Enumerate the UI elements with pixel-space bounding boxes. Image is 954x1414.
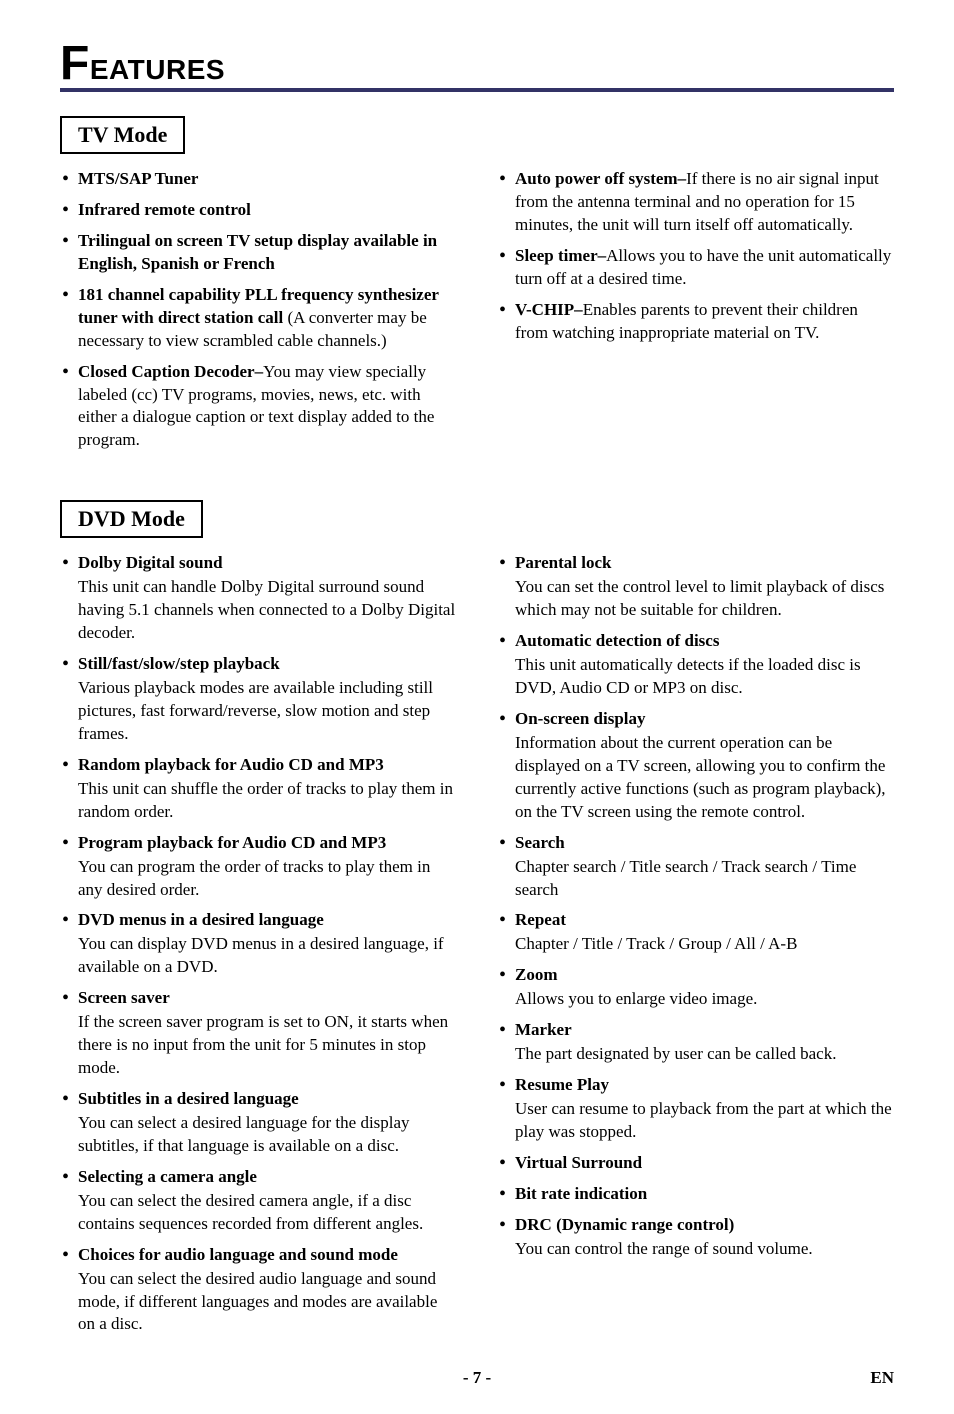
page-footer: - 7 - EN [0,1368,954,1388]
feature-item: Closed Caption Decoder–You may view spec… [60,361,457,453]
feature-body: This unit can handle Dolby Digital surro… [78,576,457,645]
page: FEATURES TV Mode MTS/SAP Tuner Infrared re… [0,0,954,1414]
feature-body: This unit can shuffle the order of track… [78,778,457,824]
feature-item: Selecting a camera angle You can select t… [60,1166,457,1236]
feature-item: DVD menus in a desired language You can d… [60,909,457,979]
feature-lead: Search [515,833,565,852]
feature-body: The part designated by user can be calle… [515,1043,894,1066]
columns: MTS/SAP Tuner Infrared remote control Tril… [60,168,894,460]
section: DVD Mode Dolby Digital sound This unit can… [60,500,894,1344]
feature-item: Parental lock You can set the control lev… [497,552,894,622]
column: Dolby Digital sound This unit can handle … [60,552,457,1344]
feature-item: Virtual Surround [497,1152,894,1175]
feature-item: Random playback for Audio CD and MP3 This… [60,754,457,824]
feature-body: Information about the current operation … [515,732,894,824]
feature-body: Allows you to enlarge video image. [515,988,894,1011]
feature-item: MTS/SAP Tuner [60,168,457,191]
feature-lead: Still/fast/slow/step playback [78,654,280,673]
feature-item: Choices for audio language and sound mod… [60,1244,457,1337]
feature-item: Auto power off system–If there is no air… [497,168,894,237]
feature-body: You can control the range of sound volum… [515,1238,894,1261]
feature-lead: Resume Play [515,1075,609,1094]
column: Auto power off system–If there is no air… [497,168,894,460]
column: Parental lock You can set the control lev… [497,552,894,1344]
feature-body: You can select the desired audio languag… [78,1268,457,1337]
feature-lead: Choices for audio language and sound mod… [78,1245,398,1264]
mode-label: TV Mode [60,116,185,154]
feature-item: Screen saver If the screen saver program … [60,987,457,1080]
feature-body: You can program the order of tracks to p… [78,856,457,902]
feature-item: Marker The part designated by user can be… [497,1019,894,1066]
feature-list: Auto power off system–If there is no air… [497,168,894,345]
feature-lead: DVD menus in a desired language [78,910,324,929]
feature-lead: Auto power off system– [515,169,686,188]
feature-lead: V-CHIP– [515,300,583,319]
feature-lead: On-screen display [515,709,646,728]
page-lang: EN [870,1368,894,1388]
feature-lead: Automatic detection of discs [515,631,719,650]
feature-lead: Infrared remote control [78,200,251,219]
feature-item: V-CHIP–Enables parents to prevent their … [497,299,894,345]
feature-body: User can resume to playback from the par… [515,1098,894,1144]
feature-item: Repeat Chapter / Title / Track / Group / … [497,909,894,956]
feature-item: Bit rate indication [497,1183,894,1206]
feature-body: You can select the desired camera angle,… [78,1190,457,1236]
feature-lead: Zoom [515,965,558,984]
feature-lead: Marker [515,1020,572,1039]
page-title-big: F [60,37,90,90]
feature-body: Various playback modes are available inc… [78,677,457,746]
feature-lead: Virtual Surround [515,1153,642,1172]
feature-item: Automatic detection of discs This unit au… [497,630,894,700]
feature-item: Zoom Allows you to enlarge video image. [497,964,894,1011]
feature-lead: Parental lock [515,553,611,572]
feature-lead: Trilingual on screen TV setup display av… [78,231,437,273]
feature-item: Resume Play User can resume to playback f… [497,1074,894,1144]
feature-body: You can set the control level to limit p… [515,576,894,622]
feature-item: DRC (Dynamic range control) You can contr… [497,1214,894,1261]
section: TV Mode MTS/SAP Tuner Infrared remote cont… [60,116,894,460]
feature-lead: Program playback for Audio CD and MP3 [78,833,386,852]
feature-body: Chapter / Title / Track / Group / All / … [515,933,894,956]
feature-item: Sleep timer–Allows you to have the unit … [497,245,894,291]
feature-list: MTS/SAP Tuner Infrared remote control Tril… [60,168,457,452]
feature-body: This unit automatically detects if the l… [515,654,894,700]
feature-item: Still/fast/slow/step playback Various pla… [60,653,457,746]
feature-body: You can display DVD menus in a desired l… [78,933,457,979]
feature-lead: Subtitles in a desired language [78,1089,299,1108]
feature-item: Dolby Digital sound This unit can handle … [60,552,457,645]
feature-item: Subtitles in a desired language You can s… [60,1088,457,1158]
feature-item: On-screen display Information about the c… [497,708,894,824]
page-title-wrap: FEATURES [60,40,894,92]
column: MTS/SAP Tuner Infrared remote control Tril… [60,168,457,460]
feature-lead: Dolby Digital sound [78,553,223,572]
feature-body: If the screen saver program is set to ON… [78,1011,457,1080]
feature-lead: DRC (Dynamic range control) [515,1215,734,1234]
page-title: FEATURES [60,54,225,85]
feature-lead: Selecting a camera angle [78,1167,257,1186]
feature-item: Program playback for Audio CD and MP3 You… [60,832,457,902]
feature-item: Infrared remote control [60,199,457,222]
feature-body: Chapter search / Title search / Track se… [515,856,894,902]
mode-label: DVD Mode [60,500,203,538]
feature-item: Search Chapter search / Title search / Tr… [497,832,894,902]
feature-list: Parental lock You can set the control lev… [497,552,894,1260]
feature-lead: MTS/SAP Tuner [78,169,198,188]
feature-item: 181 channel capability PLL frequency syn… [60,284,457,353]
page-number: - 7 - [463,1368,491,1388]
feature-item: Trilingual on screen TV setup display av… [60,230,457,276]
page-title-rest: EATURES [90,54,225,85]
sections-container: TV Mode MTS/SAP Tuner Infrared remote cont… [60,116,894,1344]
feature-lead: Bit rate indication [515,1184,647,1203]
feature-lead: Screen saver [78,988,170,1007]
feature-lead: Random playback for Audio CD and MP3 [78,755,384,774]
feature-lead: Closed Caption Decoder– [78,362,263,381]
feature-lead: Repeat [515,910,566,929]
feature-list: Dolby Digital sound This unit can handle … [60,552,457,1336]
feature-body: You can select a desired language for th… [78,1112,457,1158]
columns: Dolby Digital sound This unit can handle … [60,552,894,1344]
feature-lead: Sleep timer– [515,246,606,265]
